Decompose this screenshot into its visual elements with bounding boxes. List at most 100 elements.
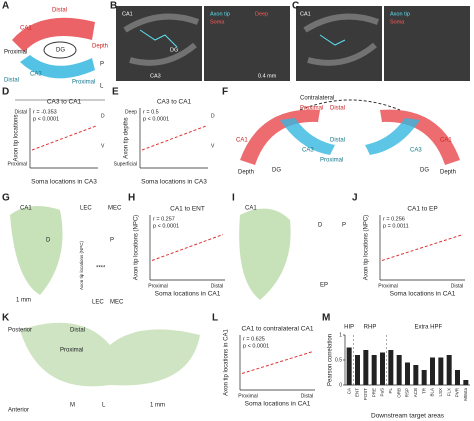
stat: r = 0.625 bbox=[243, 336, 265, 342]
label: Depth bbox=[238, 170, 254, 176]
panel-letter: D bbox=[2, 87, 9, 98]
label: EP bbox=[320, 283, 328, 289]
panel-letter: J bbox=[352, 193, 358, 204]
label: MEC bbox=[108, 206, 122, 212]
label: Distal bbox=[4, 78, 19, 84]
label: Soma bbox=[390, 19, 405, 25]
label: CA3 bbox=[410, 148, 422, 154]
stat: p < 0.0001 bbox=[33, 116, 59, 122]
label: P bbox=[110, 238, 114, 244]
label: M bbox=[70, 403, 75, 409]
colorbar-label: V bbox=[101, 143, 105, 149]
panel-title: CA1 to ENT bbox=[170, 206, 205, 213]
colorbar-label: D bbox=[101, 113, 105, 119]
label: L bbox=[102, 403, 106, 409]
y-label: Axon tip locations bbox=[14, 114, 20, 161]
y-label: Pearson correlation bbox=[328, 334, 334, 386]
label: CA1 bbox=[20, 206, 32, 212]
x-tick-label: ENT bbox=[355, 388, 360, 397]
stat: r = -0.353 bbox=[33, 109, 57, 115]
label: Depth bbox=[92, 44, 108, 50]
label: CA1 bbox=[236, 138, 248, 144]
x-tick-label: POST bbox=[363, 388, 368, 401]
y-tick-label: 1 bbox=[339, 332, 342, 338]
stat: p = 0.0011 bbox=[383, 223, 409, 229]
bar bbox=[396, 355, 402, 385]
panel-title: CA1 to contralateral CA1 bbox=[242, 326, 314, 333]
x-tick-label: ORB bbox=[396, 388, 401, 398]
label: D bbox=[318, 223, 323, 229]
bar bbox=[446, 355, 452, 385]
label: Distal bbox=[52, 8, 67, 14]
bar bbox=[346, 347, 352, 385]
label: Anterior bbox=[8, 408, 29, 414]
label: LEC bbox=[80, 206, 92, 212]
stat: r = 0.5 bbox=[143, 109, 159, 115]
label: Contralateral bbox=[300, 96, 334, 102]
panel-letter: F bbox=[222, 87, 228, 98]
group-label: Extra HPF bbox=[414, 325, 442, 331]
trend-line bbox=[381, 234, 464, 261]
stat: p < 0.0001 bbox=[243, 343, 269, 349]
label: Proximal bbox=[60, 348, 83, 354]
trend-line bbox=[241, 351, 314, 374]
panel-title: CA3 to CA1 bbox=[47, 99, 82, 106]
stat: r = 0.257 bbox=[153, 216, 175, 222]
panel-title: CA1 to EP bbox=[407, 206, 437, 213]
y-label: Axon tip depths bbox=[124, 117, 130, 158]
label: Proximal bbox=[72, 80, 95, 86]
label: DG bbox=[56, 48, 65, 54]
bar bbox=[380, 352, 385, 385]
label: Distal bbox=[330, 138, 345, 144]
x-tick-label: ACB bbox=[413, 388, 418, 397]
trend-line bbox=[31, 125, 97, 151]
panel-letter: A bbox=[2, 1, 9, 12]
panel-letter: G bbox=[2, 193, 10, 204]
bar bbox=[355, 355, 360, 385]
y-tick-label: Proximal bbox=[8, 161, 27, 167]
bar bbox=[363, 350, 369, 385]
y-label: Axon tip locations in CA1 bbox=[224, 328, 230, 395]
panel-letter: E bbox=[112, 87, 119, 98]
bar bbox=[421, 370, 427, 385]
label: Proximal bbox=[4, 50, 27, 56]
label: Deep bbox=[255, 11, 268, 17]
bar bbox=[438, 357, 444, 385]
x-label: Soma locations in CA3 bbox=[141, 179, 207, 186]
x-label: Downstream target areas bbox=[371, 413, 445, 420]
label: Posterior bbox=[8, 328, 32, 334]
label: CA1 bbox=[20, 26, 32, 32]
label: Distal bbox=[330, 106, 345, 112]
trend-line bbox=[141, 125, 207, 151]
label: D bbox=[46, 238, 51, 244]
x-tick-label: Proximal bbox=[238, 393, 257, 399]
trend-line bbox=[151, 234, 224, 261]
label: 0.4 mm bbox=[258, 73, 277, 79]
y-label: Axon tip locations (NPC) bbox=[364, 215, 370, 280]
y-tick-label: Distal bbox=[14, 109, 27, 115]
colorbar-label: V bbox=[211, 143, 215, 149]
label: DG bbox=[272, 168, 281, 174]
label: DG bbox=[170, 47, 178, 53]
label: LEC bbox=[92, 300, 104, 306]
schematics bbox=[10, 6, 470, 387]
x-label: Soma locations in CA1 bbox=[155, 291, 221, 298]
panel-letter: L bbox=[212, 313, 218, 324]
label: CA3 bbox=[150, 73, 161, 79]
x-tick-label: PL bbox=[388, 388, 393, 394]
label: Depth bbox=[440, 170, 456, 176]
x-label: Soma locations in CA1 bbox=[390, 291, 456, 298]
x-tick-label: PRE bbox=[371, 388, 376, 397]
panel-letter: C bbox=[292, 1, 299, 12]
label: 1 mm bbox=[150, 403, 165, 409]
bar bbox=[430, 357, 435, 385]
label: Proximal bbox=[300, 106, 323, 112]
label: CA1 bbox=[440, 138, 452, 144]
label: Axon tip bbox=[390, 11, 410, 17]
x-label: Soma locations in CA3 bbox=[31, 179, 97, 186]
y-label: Axon tip locations (NPC) bbox=[134, 215, 140, 280]
label: CA1 bbox=[300, 11, 311, 17]
y-tick-label: 0.5 bbox=[335, 357, 342, 363]
bar bbox=[455, 370, 460, 385]
